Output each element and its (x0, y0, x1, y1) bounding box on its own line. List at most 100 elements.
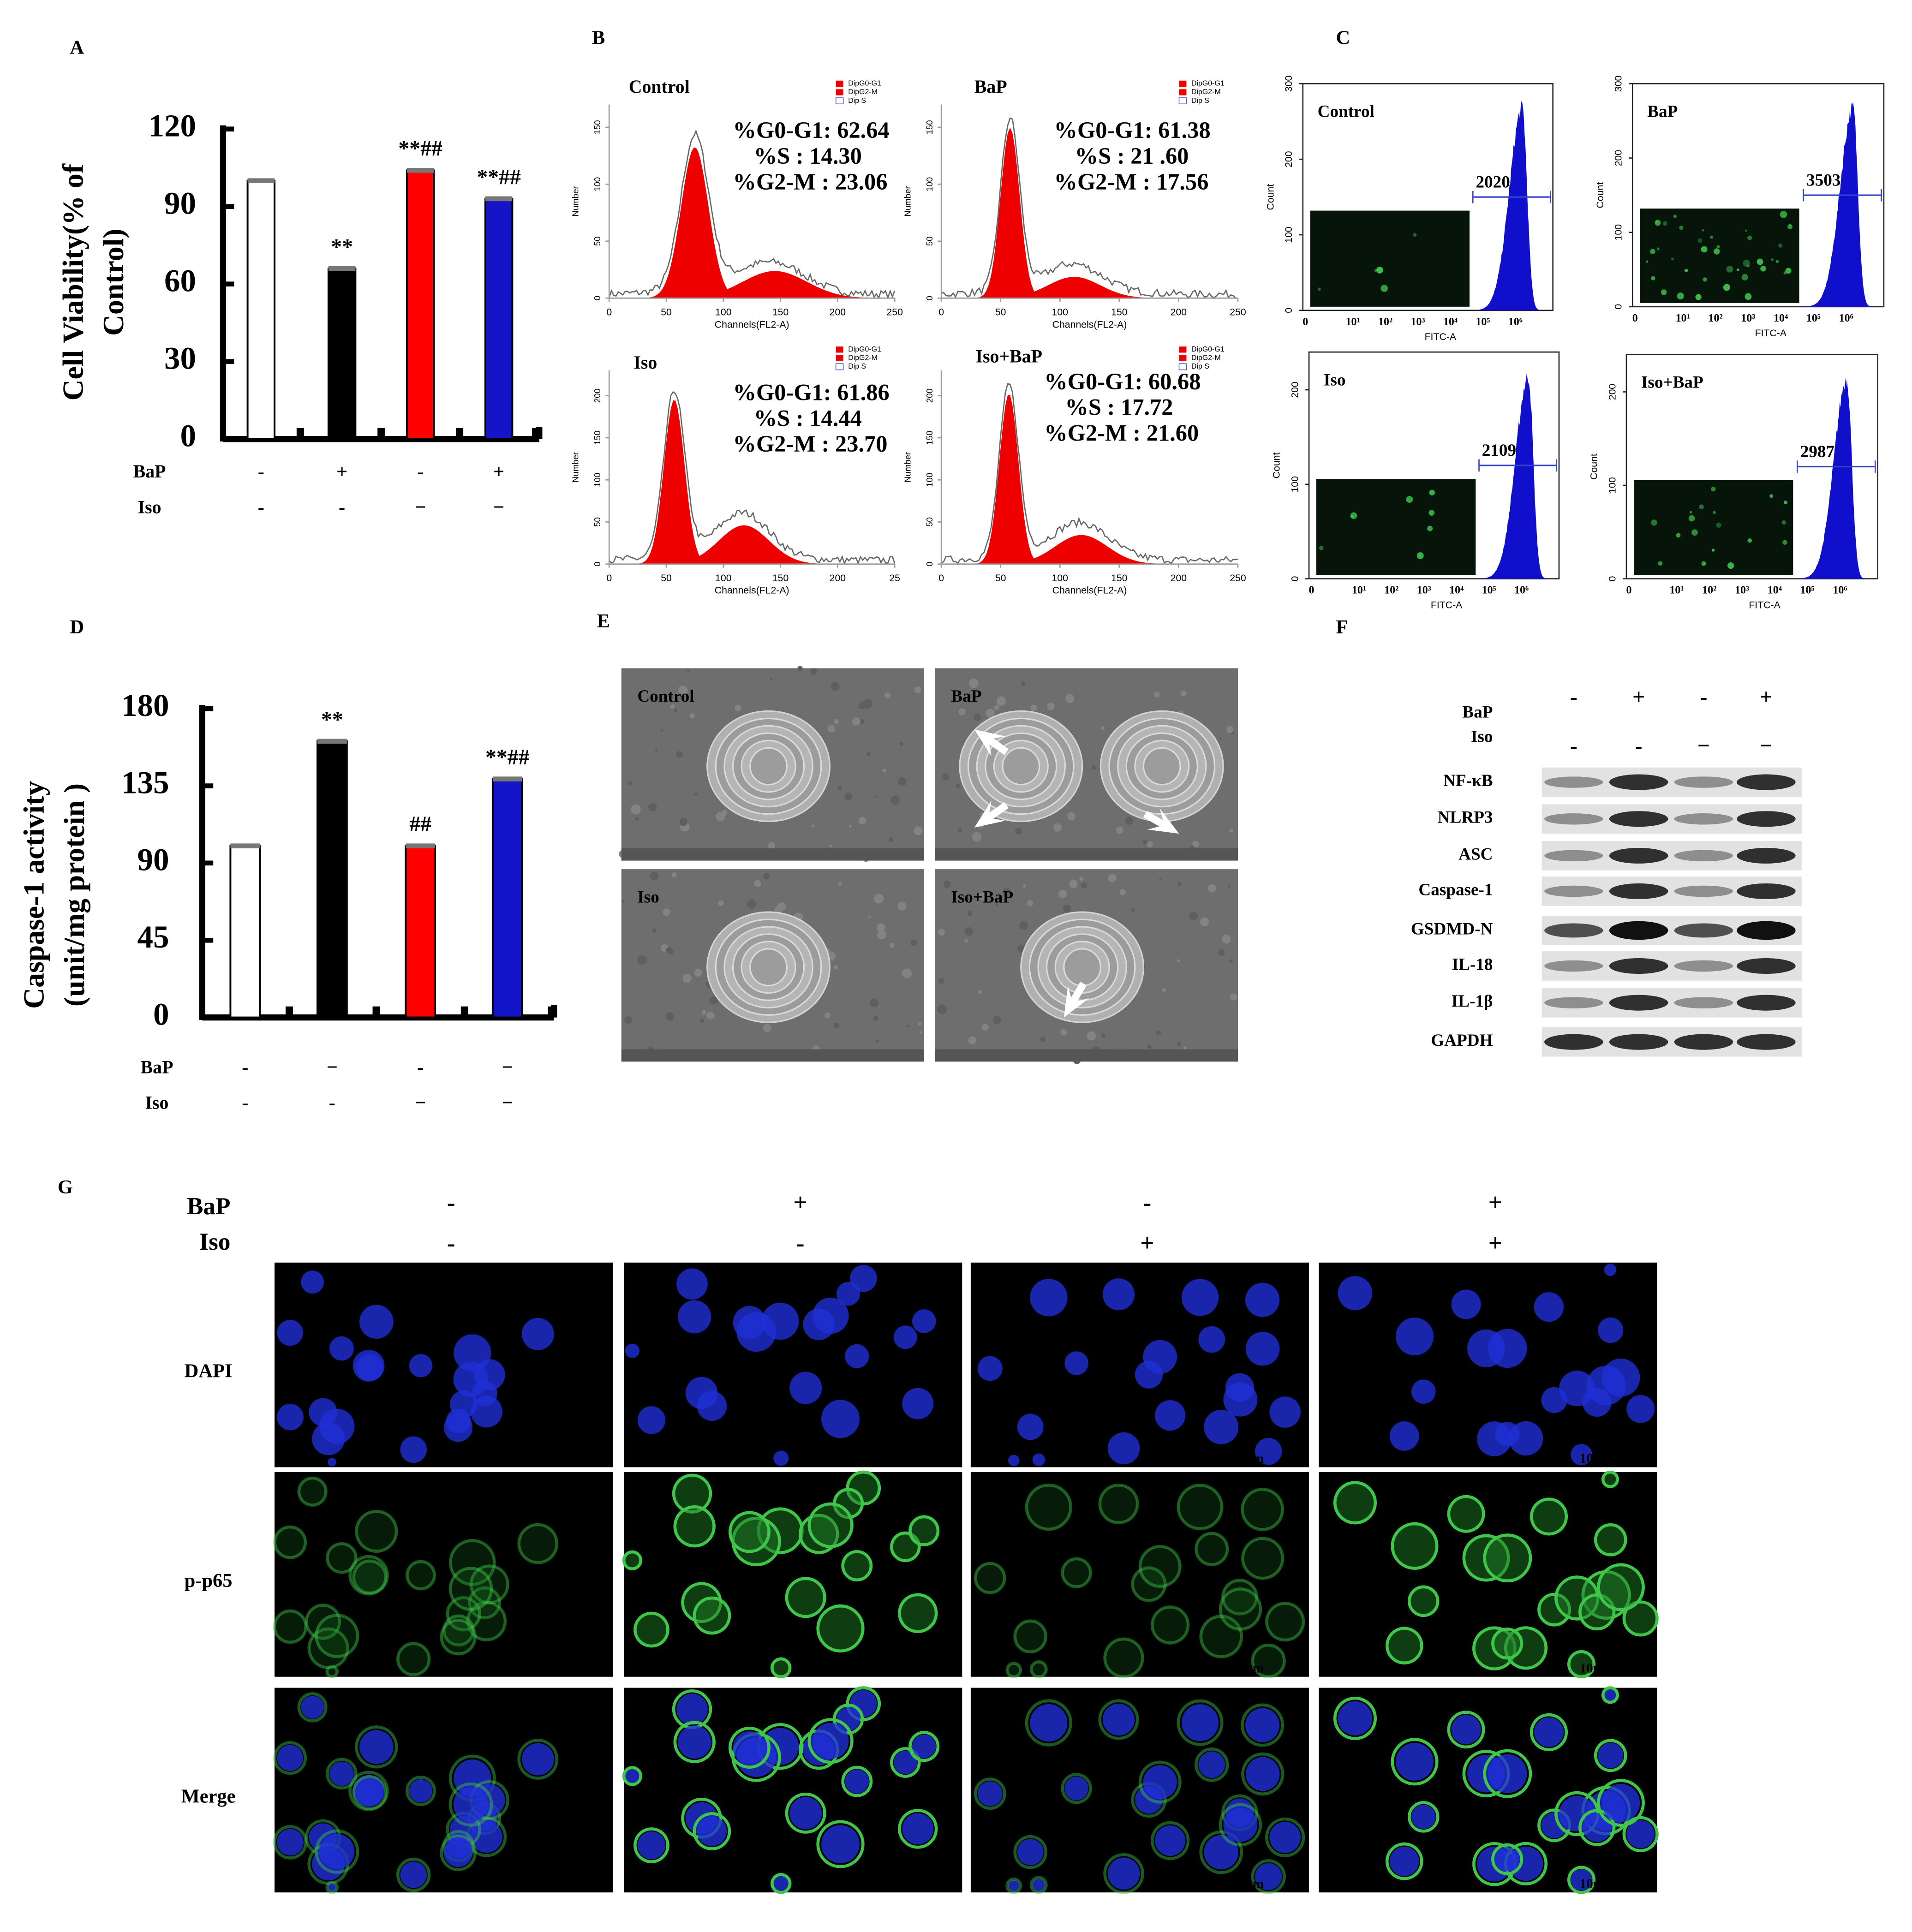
p65-stain (1221, 1579, 1258, 1616)
phase-stat: %S : 14.30 (754, 143, 862, 169)
band (1737, 1034, 1796, 1050)
sem-footer (621, 1049, 924, 1062)
fluorescent-cell (1760, 266, 1766, 272)
nucleus (1102, 1703, 1135, 1736)
nucleus (328, 1458, 337, 1467)
sem-texture (1200, 917, 1209, 927)
fluorescent-cell (1780, 211, 1787, 218)
sem-texture (1161, 988, 1166, 992)
scale-label: 10μm (1231, 1451, 1264, 1466)
plot-title: Control (629, 76, 690, 97)
x-axis-title: FITC-A (1749, 600, 1781, 611)
sem-texture (1081, 883, 1087, 889)
phase-stat: %G2-M : 23.70 (733, 431, 888, 457)
fluorescent-cell (1741, 274, 1748, 280)
p65-stain (315, 1613, 359, 1658)
scale-label: 10μm (1580, 1877, 1612, 1891)
scale-label: 10μm (1580, 1661, 1612, 1676)
p65-stain (448, 1567, 493, 1611)
nucleus (1008, 1455, 1020, 1467)
fluorescent-cell (1716, 245, 1720, 249)
sem-texture (968, 1036, 977, 1045)
y-tick-label: 50 (592, 517, 602, 527)
x-axis-mark (296, 428, 304, 439)
p65-stain (1407, 1585, 1440, 1617)
sem-texture (1015, 828, 1022, 835)
x-tick-label: 0 (606, 307, 612, 318)
x-tick-label: 10⁴ (1774, 312, 1788, 324)
fluorescent-cell (1757, 258, 1763, 265)
nucleus (773, 1450, 789, 1466)
fluorescent-cell (1714, 248, 1720, 255)
p65-stain (1150, 1605, 1190, 1645)
plot-title: Control (1318, 102, 1374, 121)
sem-texture (1177, 959, 1180, 962)
y-tick-label: 100 (1283, 227, 1294, 243)
nucleus (1223, 1807, 1258, 1842)
fluorescence-image (970, 1472, 1309, 1677)
nucleus (1030, 1279, 1068, 1317)
p65-stain (326, 1758, 358, 1790)
nucleus (1245, 1331, 1280, 1366)
p65-stain (297, 1476, 328, 1507)
nucleus (733, 1306, 766, 1339)
sem-texture (718, 900, 724, 906)
bar-cap (247, 178, 275, 183)
legend-swatch (836, 89, 843, 95)
plot-title: BaP (974, 76, 1007, 97)
fluorescence-image (275, 1472, 613, 1677)
sem-texture (770, 677, 773, 680)
p65-stain (1098, 1699, 1139, 1740)
p65-stain (1103, 1637, 1144, 1679)
treatment-sign: + (493, 461, 504, 483)
x-axis-mark (285, 1006, 293, 1018)
treatment-sign: - (1570, 685, 1577, 709)
band (1737, 921, 1796, 940)
p65-stain (1251, 1643, 1286, 1679)
legend-swatch (1178, 363, 1187, 370)
band (1674, 997, 1733, 1008)
sem-texture (858, 817, 866, 825)
nucleus (1582, 1813, 1612, 1842)
sem-texture (660, 729, 663, 732)
sem-texture (1108, 874, 1117, 883)
x-axis-mark (460, 1006, 468, 1018)
nucleus (1155, 1400, 1186, 1431)
channel-label: DAPI (185, 1360, 233, 1382)
total-trace (609, 391, 896, 565)
legend-label: Dip S (848, 363, 866, 370)
p65-stain (326, 1542, 358, 1574)
x-tick-label: 0 (1303, 316, 1308, 328)
y-tick-label: 100 (1289, 476, 1300, 492)
p65-stain (1199, 1830, 1243, 1874)
y-axis-title: Count (1589, 453, 1600, 480)
gate-value: 2020 (1476, 173, 1510, 191)
sem-texture (1116, 826, 1123, 834)
fluorescent-cell (1427, 525, 1433, 531)
nucleus (521, 1318, 554, 1350)
sem-texture (942, 773, 949, 781)
sem-texture (831, 682, 840, 691)
y-tick-label: 200 (1613, 150, 1624, 166)
treatment-sign: - (329, 1092, 335, 1114)
nucleus (850, 1265, 877, 1292)
y-tick-label: 100 (592, 177, 602, 191)
sem-texture (919, 1031, 922, 1034)
nucleus (789, 1371, 822, 1404)
sem-texture (621, 900, 625, 903)
sem-texture (838, 881, 842, 886)
treatment-sign: + (1488, 1230, 1502, 1257)
plot-title: BaP (1647, 102, 1678, 121)
y-tick-label: 100 (1613, 224, 1624, 240)
p65-stain (352, 1775, 388, 1811)
fluorescent-cell (1350, 512, 1357, 519)
nucleus (845, 1344, 869, 1368)
sem-texture (981, 1024, 989, 1031)
p65-stain (1391, 1522, 1439, 1570)
fluorescent-cell (1429, 489, 1435, 495)
significance: **## (485, 745, 530, 769)
fluorescent-cell (1775, 260, 1779, 263)
x-tick-label: 25 (889, 572, 900, 584)
p65-stain (974, 1777, 1006, 1810)
p65-stain (1567, 1866, 1596, 1894)
